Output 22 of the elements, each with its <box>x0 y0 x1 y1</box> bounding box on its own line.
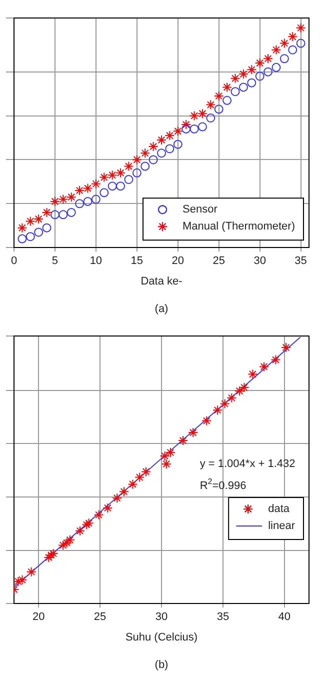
x-tick-label: 35 <box>216 611 230 624</box>
text: (a) <box>154 303 168 315</box>
x-tick-label: 5 <box>52 255 58 268</box>
legend-label: data <box>268 503 290 515</box>
x-tick-label: 30 <box>155 611 168 624</box>
x-tick-label: 40 <box>278 611 291 624</box>
legend-label: Manual (Thermometer) <box>182 220 296 233</box>
x-tick-label: 35 <box>294 255 307 268</box>
x-tick-label: 10 <box>90 255 102 268</box>
x-tick-label: 20 <box>32 611 45 624</box>
x-tick-label: 25 <box>94 611 106 624</box>
x-axis-title: Data ke- <box>140 275 183 288</box>
legend-label: linear <box>268 520 296 532</box>
annotation: y = 1.004*x + 1.432 <box>200 458 296 470</box>
x-tick-label: 30 <box>254 255 266 268</box>
text: (b) <box>154 659 168 671</box>
x-tick-label: 0 <box>10 255 18 268</box>
x-tick-label: 15 <box>130 255 144 268</box>
legend-label: Sensor <box>182 204 218 216</box>
x-axis-title: Suhu (Celcius) <box>125 631 198 644</box>
x-tick-label: 25 <box>212 255 225 268</box>
x-tick-label: 20 <box>172 255 184 268</box>
